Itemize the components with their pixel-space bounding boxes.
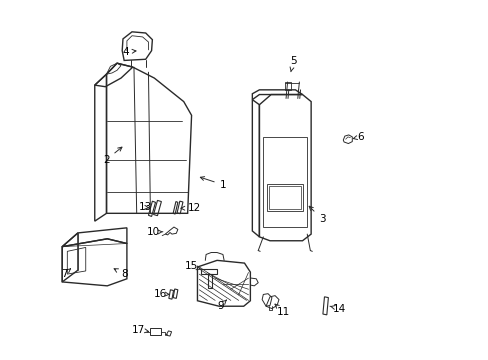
Text: 1: 1 — [200, 177, 226, 190]
Text: 13: 13 — [139, 202, 152, 212]
Text: 17: 17 — [132, 325, 148, 335]
Text: 8: 8 — [114, 269, 127, 279]
Text: 5: 5 — [289, 56, 296, 72]
Text: 4: 4 — [122, 47, 136, 57]
Text: 14: 14 — [329, 303, 346, 314]
Text: 2: 2 — [103, 147, 122, 165]
Text: 6: 6 — [353, 132, 363, 142]
Text: 10: 10 — [147, 227, 163, 237]
Text: 15: 15 — [184, 261, 201, 271]
Text: 12: 12 — [181, 203, 201, 213]
Text: 9: 9 — [217, 300, 226, 311]
Text: 7: 7 — [61, 269, 70, 279]
Text: 11: 11 — [274, 304, 290, 317]
Text: 16: 16 — [153, 289, 169, 299]
Text: 3: 3 — [308, 206, 325, 224]
